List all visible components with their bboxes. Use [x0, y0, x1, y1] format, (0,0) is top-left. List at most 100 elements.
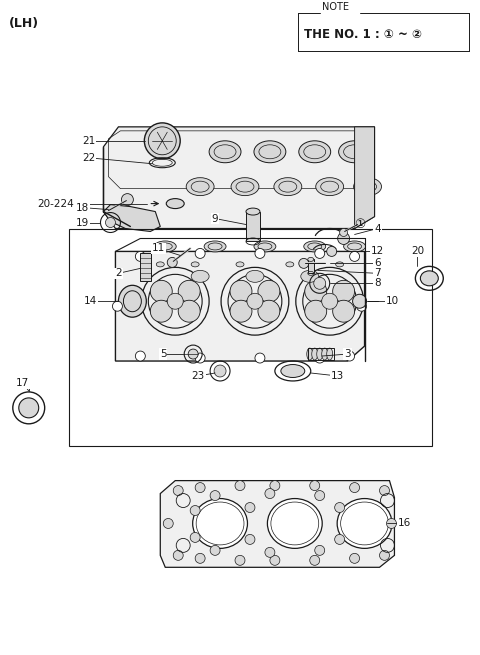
Text: 13: 13: [331, 371, 344, 381]
Circle shape: [235, 481, 245, 491]
Ellipse shape: [119, 286, 146, 317]
Circle shape: [353, 294, 367, 309]
Circle shape: [270, 481, 280, 491]
Text: 12: 12: [371, 246, 384, 256]
Ellipse shape: [316, 178, 344, 196]
Ellipse shape: [344, 241, 366, 252]
Text: (LH): (LH): [9, 17, 39, 30]
Polygon shape: [104, 204, 160, 231]
Circle shape: [195, 553, 205, 563]
Circle shape: [230, 280, 252, 302]
Text: 3: 3: [344, 349, 351, 359]
Text: 5: 5: [160, 349, 167, 359]
Circle shape: [190, 533, 200, 542]
Text: 20-224: 20-224: [37, 198, 74, 208]
Circle shape: [195, 483, 205, 493]
Circle shape: [144, 123, 180, 159]
Circle shape: [335, 534, 345, 544]
Circle shape: [258, 280, 280, 302]
Text: 21: 21: [82, 136, 95, 146]
Ellipse shape: [327, 348, 333, 360]
Circle shape: [190, 506, 200, 515]
Circle shape: [299, 259, 309, 269]
Polygon shape: [104, 127, 374, 229]
Ellipse shape: [236, 262, 244, 267]
Text: 22: 22: [82, 153, 95, 162]
Text: ①: ①: [354, 218, 365, 231]
Circle shape: [305, 300, 327, 322]
Text: 7: 7: [374, 269, 381, 278]
Polygon shape: [160, 481, 395, 567]
Ellipse shape: [156, 262, 164, 267]
Text: 2: 2: [115, 269, 122, 278]
Ellipse shape: [354, 178, 382, 196]
Ellipse shape: [166, 198, 184, 208]
Circle shape: [314, 277, 326, 290]
Text: 17: 17: [16, 378, 29, 388]
Circle shape: [214, 365, 226, 377]
Polygon shape: [355, 127, 374, 229]
Ellipse shape: [254, 241, 276, 252]
Circle shape: [310, 555, 320, 565]
Ellipse shape: [274, 178, 302, 196]
Circle shape: [349, 553, 360, 563]
Circle shape: [150, 280, 172, 302]
Ellipse shape: [296, 267, 363, 335]
Text: NOTE: NOTE: [322, 2, 348, 12]
Bar: [246, 212, 260, 242]
Circle shape: [349, 252, 360, 261]
Ellipse shape: [317, 348, 323, 360]
Circle shape: [315, 491, 324, 500]
Circle shape: [270, 555, 280, 565]
Circle shape: [357, 301, 367, 311]
Ellipse shape: [336, 262, 344, 267]
Circle shape: [163, 519, 173, 529]
Ellipse shape: [154, 241, 176, 252]
Ellipse shape: [246, 208, 260, 215]
Circle shape: [305, 280, 327, 302]
Ellipse shape: [191, 271, 209, 282]
Circle shape: [195, 353, 205, 363]
Polygon shape: [115, 252, 365, 361]
Text: 9: 9: [212, 214, 218, 223]
Text: 20: 20: [411, 246, 424, 256]
Circle shape: [210, 546, 220, 555]
Circle shape: [167, 293, 183, 309]
Ellipse shape: [281, 365, 305, 377]
Text: 4: 4: [374, 223, 381, 233]
Circle shape: [247, 293, 263, 309]
Ellipse shape: [204, 241, 226, 252]
Text: 18: 18: [76, 202, 89, 213]
Bar: [69, 229, 432, 446]
Text: 11: 11: [152, 244, 165, 253]
Ellipse shape: [209, 141, 241, 162]
Ellipse shape: [141, 267, 209, 335]
Ellipse shape: [254, 141, 286, 162]
Circle shape: [106, 217, 115, 227]
Ellipse shape: [286, 262, 294, 267]
Circle shape: [380, 485, 389, 496]
Circle shape: [230, 300, 252, 322]
Circle shape: [121, 194, 133, 206]
Circle shape: [340, 229, 348, 236]
Circle shape: [315, 353, 324, 363]
Circle shape: [195, 248, 205, 259]
Circle shape: [210, 491, 220, 500]
Circle shape: [245, 502, 255, 512]
Text: 6: 6: [374, 258, 381, 269]
Circle shape: [188, 349, 198, 359]
Circle shape: [173, 485, 183, 496]
Circle shape: [349, 483, 360, 493]
Ellipse shape: [221, 267, 289, 335]
Ellipse shape: [191, 262, 199, 267]
Ellipse shape: [304, 241, 326, 252]
Circle shape: [265, 489, 275, 498]
Circle shape: [178, 300, 200, 322]
Circle shape: [19, 398, 39, 418]
Circle shape: [235, 555, 245, 565]
Ellipse shape: [231, 178, 259, 196]
Ellipse shape: [337, 498, 392, 548]
Circle shape: [255, 353, 265, 363]
Circle shape: [322, 293, 337, 309]
Ellipse shape: [339, 141, 371, 162]
